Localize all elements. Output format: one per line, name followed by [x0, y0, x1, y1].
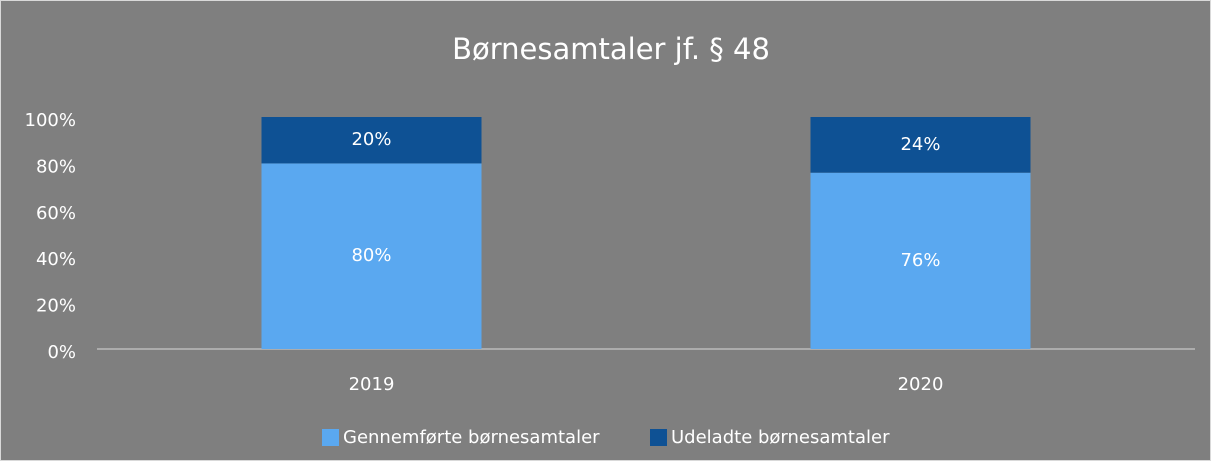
- y-tick-label: 60%: [36, 203, 76, 224]
- data-label: 80%: [351, 245, 391, 266]
- chart-title: Børnesamtaler jf. § 48: [452, 32, 770, 66]
- bar-segment: [261, 163, 482, 349]
- bar-segment: [810, 172, 1031, 349]
- data-label: 76%: [900, 250, 940, 271]
- y-tick-label: 20%: [36, 296, 76, 317]
- x-tick-label: 2019: [349, 374, 395, 395]
- x-tick-label: 2020: [898, 374, 944, 395]
- y-tick-label: 100%: [25, 110, 76, 131]
- legend-swatch: [650, 429, 667, 446]
- data-label: 20%: [351, 129, 391, 150]
- legend-swatch: [322, 429, 339, 446]
- legend-label: Gennemførte børnesamtaler: [343, 427, 600, 448]
- legend-label: Udeladte børnesamtaler: [671, 427, 890, 448]
- y-tick-label: 0%: [47, 342, 76, 363]
- y-tick-label: 40%: [36, 249, 76, 270]
- bar-segment: [810, 117, 1031, 173]
- y-tick-label: 80%: [36, 156, 76, 177]
- data-label: 24%: [900, 134, 940, 155]
- bar-segment: [261, 117, 482, 164]
